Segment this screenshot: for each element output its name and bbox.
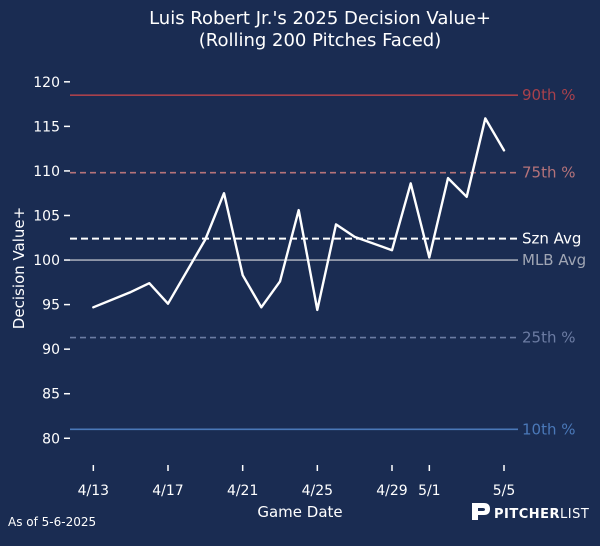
x-tick-label: 4/13 <box>78 483 109 499</box>
y-tick-label: 80 <box>42 431 60 447</box>
x-tick-label: 4/25 <box>302 483 333 499</box>
y-tick-label: 120 <box>33 75 60 91</box>
reference-label-p75: 75th % <box>522 164 576 182</box>
series-line <box>92 117 506 312</box>
y-axis: 80 85 90 95 100 105 110 115 120 <box>33 75 70 447</box>
x-tick-label: 4/21 <box>227 483 258 499</box>
chart-title: Luis Robert Jr.'s 2025 Decision Value+ <box>149 8 491 29</box>
y-tick-label: 95 <box>42 298 60 314</box>
series-group <box>92 117 506 312</box>
chart-subtitle: (Rolling 200 Pitches Faced) <box>199 30 442 51</box>
brand-name-bold: PITCHER <box>494 507 560 522</box>
y-axis-label: Decision Value+ <box>10 207 28 329</box>
y-tick-label: 115 <box>33 119 60 135</box>
y-tick-label: 85 <box>42 387 60 403</box>
x-tick-label: 5/5 <box>493 483 516 499</box>
reference-label-szn: Szn Avg <box>522 230 581 248</box>
x-tick-label: 5/1 <box>418 483 441 499</box>
x-axis: 4/13 4/17 4/21 4/25 4/29 5/1 5/5 <box>78 465 516 499</box>
pitcherlist-mark-icon <box>472 503 490 520</box>
brand-name: PITCHERLIST <box>494 507 589 522</box>
reference-label-p90: 90th % <box>522 86 576 104</box>
reference-label-mlb: MLB Avg <box>522 251 586 269</box>
y-tick-label: 90 <box>42 342 60 358</box>
reference-label-p25: 25th % <box>522 329 576 347</box>
y-tick-label: 110 <box>33 164 60 180</box>
pitcherlist-logo: PITCHERLIST <box>472 503 589 522</box>
y-tick-label: 105 <box>33 208 60 224</box>
x-axis-label: Game Date <box>257 503 342 521</box>
brand-name-light: LIST <box>560 507 589 522</box>
reference-lines: 90th % 75th % Szn Avg MLB Avg 25th % 10th % <box>70 86 586 438</box>
reference-label-p10: 10th % <box>522 420 576 438</box>
x-tick-label: 4/29 <box>376 483 407 499</box>
x-tick-label: 4/17 <box>152 483 183 499</box>
as-of-note: As of 5-6-2025 <box>8 515 96 529</box>
y-tick-label: 100 <box>33 253 60 269</box>
